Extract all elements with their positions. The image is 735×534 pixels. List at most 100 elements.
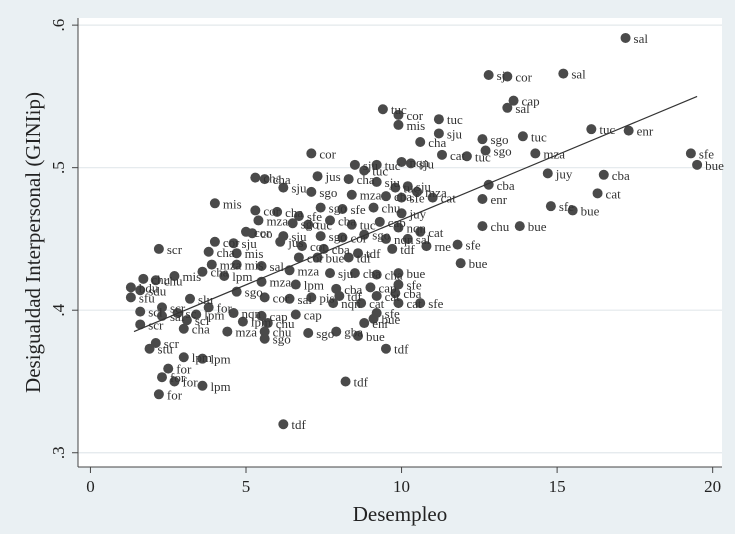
data-point [253, 215, 264, 226]
data-point-label: tdf [354, 374, 369, 389]
data-point [349, 159, 360, 170]
data-point [396, 156, 407, 167]
data-point [477, 134, 488, 145]
data-point [381, 191, 391, 202]
data-point-label: sgo [372, 228, 390, 243]
data-point [178, 323, 189, 334]
data-point [427, 192, 438, 203]
data-point-label: for [170, 370, 186, 385]
data-point [259, 326, 270, 337]
data-point [340, 376, 351, 387]
data-point [433, 128, 444, 139]
data-point [461, 151, 472, 162]
data-point-label: for [176, 362, 192, 377]
data-point-label: lpm [251, 315, 271, 330]
data-point-label: mis [245, 258, 264, 273]
data-point [262, 318, 273, 329]
data-point [306, 292, 317, 303]
data-point [125, 292, 136, 303]
data-point-label: cha [385, 268, 403, 283]
data-point [228, 308, 239, 319]
data-point [181, 315, 192, 326]
data-point-label: scl [148, 305, 163, 320]
data-point-label: bue [469, 256, 488, 271]
data-point-label: sgo [319, 185, 337, 200]
data-point-label: cba [363, 266, 381, 281]
data-point [153, 243, 164, 254]
data-point-label: bue [705, 158, 724, 173]
data-point [346, 219, 357, 230]
data-point [402, 181, 413, 192]
data-point [297, 241, 307, 252]
data-point-label: sju [242, 236, 258, 251]
data-point [228, 238, 239, 249]
data-point-label: cor [319, 146, 336, 161]
data-point-label: cor [273, 290, 290, 305]
data-point-label: sfe [699, 146, 714, 161]
data-point [371, 290, 382, 301]
data-point [178, 352, 189, 363]
data-point [197, 380, 208, 391]
data-point [692, 159, 703, 170]
data-point [222, 326, 233, 337]
grid-lines [78, 24, 722, 454]
data-point [259, 174, 270, 185]
data-points [125, 32, 703, 430]
data-point-label: for [182, 374, 198, 389]
data-point [412, 186, 423, 197]
data-point [415, 226, 426, 237]
data-point [343, 174, 354, 185]
data-point [247, 228, 258, 239]
data-point-label: mis [245, 246, 264, 261]
data-point-label: lpm [232, 269, 252, 284]
data-point [135, 285, 146, 296]
data-point [381, 233, 391, 244]
data-point-label: tuc [475, 149, 491, 164]
data-point [433, 114, 444, 125]
data-point [371, 176, 382, 187]
data-point-label: cap [304, 307, 322, 322]
data-point [598, 169, 609, 180]
data-point-label: tdf [394, 342, 409, 357]
data-point [393, 222, 404, 233]
data-point-label: chu [382, 201, 401, 216]
data-point-label: cat [385, 289, 401, 304]
data-point-label: enr [637, 124, 654, 139]
data-point-label: cat [450, 148, 466, 163]
data-point-label: enr [372, 316, 389, 331]
data-point-label: mza [360, 188, 382, 203]
data-point-label: sfe [466, 238, 481, 253]
data-point-label: scr [164, 336, 180, 351]
y-tick-label: .6 [49, 19, 68, 32]
axes: .3 .4 .5 .6 0 5 10 15 20 [49, 18, 722, 496]
data-point-label: cba [403, 286, 421, 301]
data-point-label: chu [273, 325, 292, 340]
data-point [250, 172, 261, 183]
data-point-label: nqn [410, 155, 430, 170]
x-tick-label: 15 [549, 477, 566, 496]
data-point-label: sju [291, 181, 307, 196]
data-point [315, 231, 326, 242]
data-point [293, 211, 304, 222]
data-point-label: tuc [316, 218, 332, 233]
data-point-label: sgo [316, 326, 334, 341]
data-point-label: sal [515, 101, 530, 116]
data-point-label: juy [555, 166, 573, 181]
data-point-label: mza [235, 325, 257, 340]
data-point [393, 268, 404, 279]
data-point [275, 236, 286, 247]
data-point-label: mis [406, 118, 425, 133]
data-point [325, 268, 335, 279]
data-point [328, 298, 339, 309]
data-point [169, 376, 180, 387]
data-point-label: cba [338, 213, 356, 228]
data-point [586, 124, 597, 135]
data-point-label: rne [434, 239, 451, 254]
data-point-label: sfe [428, 296, 443, 311]
data-point-label: cor [254, 225, 271, 240]
data-point [368, 313, 379, 324]
data-point-label: sgo [301, 216, 319, 231]
data-point [250, 205, 261, 216]
data-point [393, 298, 404, 309]
